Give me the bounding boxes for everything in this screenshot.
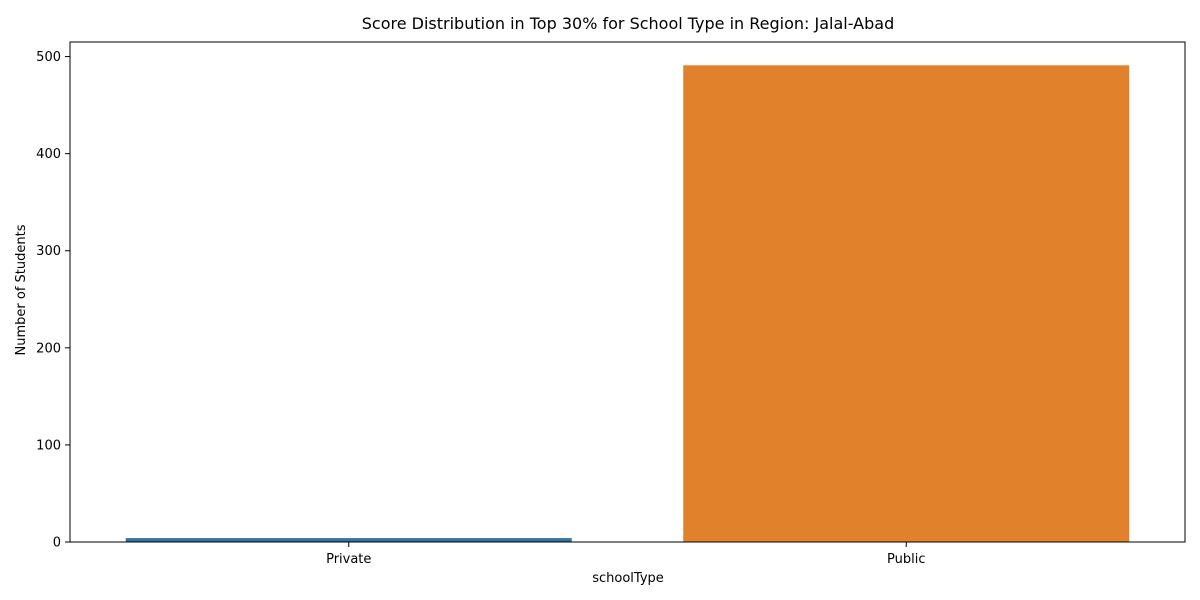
plot-frame: [69, 41, 1186, 543]
bar-private: [125, 538, 572, 542]
chart-title: Score Distribution in Top 30% for School…: [362, 14, 894, 33]
y-tick-label: 500: [36, 50, 61, 65]
y-axis-label: Number of Students: [14, 224, 29, 355]
y-tick-label: 100: [36, 438, 61, 453]
bar-public: [683, 65, 1130, 543]
y-tick-label: 300: [36, 244, 61, 259]
plot-area: Private Public 0 100 200 300 400 500: [36, 41, 1186, 567]
x-tick-label: Public: [887, 552, 925, 567]
y-tick-label: 200: [36, 341, 61, 356]
x-axis-label: schoolType: [592, 571, 664, 586]
x-tick-label: Private: [326, 552, 371, 567]
y-tick-label: 400: [36, 147, 61, 162]
y-tick-label: 0: [53, 536, 61, 551]
